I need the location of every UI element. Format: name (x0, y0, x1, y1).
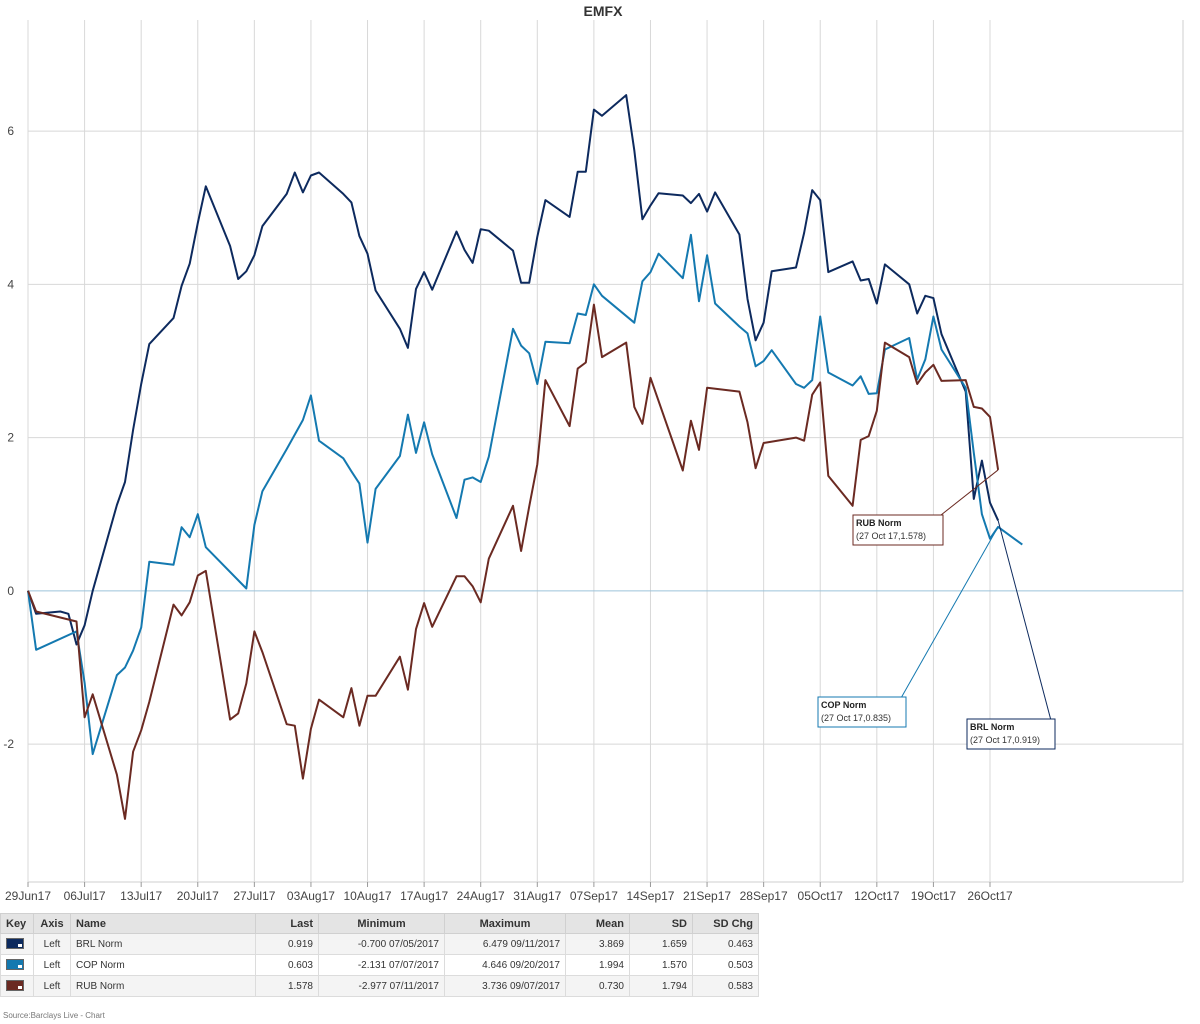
rub-norm-callout-box (852, 514, 944, 546)
cop-norm-callout-value: (27 Oct 17,0.835) (821, 713, 891, 723)
x-tick-label: 29Jun17 (5, 889, 51, 903)
table-header-row: Key Axis Name Last Minimum Maximum Mean … (0, 913, 759, 934)
source-note: Source:Barclays Live - Chart (3, 1011, 105, 1020)
last-cell: 0.603 (255, 954, 319, 976)
x-tick-label: 20Jul17 (177, 889, 219, 903)
axis-cell: Left (33, 933, 71, 955)
x-tick-label: 27Jul17 (233, 889, 275, 903)
chart-title: EMFX (584, 3, 624, 19)
x-tick-label: 07Sep17 (570, 889, 618, 903)
axis-cell: Left (33, 954, 71, 976)
brl-norm-callout-line (997, 520, 1052, 720)
axis-cell: Left (33, 975, 71, 997)
series-color-swatch[interactable] (6, 959, 24, 971)
table-row: Left COP Norm 0.603 -2.131 07/07/2017 4.… (0, 954, 759, 976)
maximum-cell: 6.479 09/11/2017 (444, 933, 566, 955)
col-header-last: Last (255, 913, 319, 934)
x-tick-label: 31Aug17 (513, 889, 561, 903)
cop-norm-callout-line (901, 526, 999, 698)
sd-chg-cell: 0.463 (692, 933, 759, 955)
brl-norm-callout-value: (27 Oct 17,0.919) (970, 735, 1040, 745)
rub-norm-line (27, 303, 1000, 820)
sd-cell: 1.570 (629, 954, 693, 976)
name-cell: RUB Norm (70, 975, 256, 997)
rub-norm-callout-value: (27 Oct 17,1.578) (856, 531, 926, 541)
cop-norm-callout-title: COP Norm (821, 700, 866, 710)
cop-norm-line (27, 233, 1023, 756)
table-row: Left RUB Norm 1.578 -2.977 07/11/2017 3.… (0, 975, 759, 997)
rub-norm-callout-title: RUB Norm (856, 518, 902, 528)
series-color-swatch[interactable] (6, 980, 24, 992)
x-tick-label: 13Jul17 (120, 889, 162, 903)
x-tick-label: 17Aug17 (400, 889, 448, 903)
col-header-sd: SD (629, 913, 693, 934)
axes: 29Jun17 06Jul17 13Jul17 20Jul17 27Jul17 03Aug… (3, 124, 1013, 903)
brl-norm-callout-box (966, 718, 1056, 750)
mean-cell: 0.730 (565, 975, 630, 997)
sd-chg-cell: 0.503 (692, 954, 759, 976)
annotations: RUB Norm (27 Oct 17,1.578) COP Norm (27 Oct… (817, 469, 1056, 750)
col-header-name: Name (70, 913, 256, 934)
sd-cell: 1.794 (629, 975, 693, 997)
mean-cell: 3.869 (565, 933, 630, 955)
col-header-mean: Mean (565, 913, 630, 934)
x-tick-label: 24Aug17 (457, 889, 505, 903)
minimum-cell: -0.700 07/05/2017 (318, 933, 445, 955)
last-cell: 1.578 (255, 975, 319, 997)
mean-cell: 1.994 (565, 954, 630, 976)
series-color-swatch[interactable] (6, 938, 24, 950)
key-cell (0, 975, 34, 997)
maximum-cell: 4.646 09/20/2017 (444, 954, 566, 976)
x-tick-label: 06Jul17 (64, 889, 106, 903)
emfx-line-chart: EMFX 29Jun17 06Jul17 13Jul17 20Jul17 27Jul17… (3, 3, 1184, 903)
series-lines (27, 94, 1023, 820)
col-header-minimum: Minimum (318, 913, 445, 934)
x-tick-label: 19Oct17 (911, 889, 957, 903)
key-cell (0, 954, 34, 976)
table-row: Left BRL Norm 0.919 -0.700 07/05/2017 6.… (0, 933, 759, 955)
x-tick-label: 14Sep17 (626, 889, 674, 903)
x-tick-label: 03Aug17 (287, 889, 335, 903)
x-tick-label: 26Oct17 (967, 889, 1013, 903)
sd-chg-cell: 0.583 (692, 975, 759, 997)
minimum-cell: -2.977 07/11/2017 (318, 975, 445, 997)
y-tick-label: 2 (7, 431, 14, 445)
x-tick-label: 12Oct17 (854, 889, 900, 903)
cop-norm-callout-box (817, 696, 907, 728)
sd-cell: 1.659 (629, 933, 693, 955)
x-tick-label: 05Oct17 (798, 889, 844, 903)
last-cell: 0.919 (255, 933, 319, 955)
col-header-maximum: Maximum (444, 913, 566, 934)
col-header-key: Key (0, 913, 34, 934)
maximum-cell: 3.736 09/07/2017 (444, 975, 566, 997)
rub-norm-callout-line (940, 469, 999, 516)
name-cell: COP Norm (70, 954, 256, 976)
x-tick-label: 21Sep17 (683, 889, 731, 903)
y-tick-label: -2 (3, 737, 14, 751)
col-header-axis: Axis (33, 913, 71, 934)
x-tick-label: 10Aug17 (344, 889, 392, 903)
grid (27, 20, 1184, 883)
minimum-cell: -2.131 07/07/2017 (318, 954, 445, 976)
y-tick-label: 0 (7, 584, 14, 598)
name-cell: BRL Norm (70, 933, 256, 955)
col-header-sd-chg: SD Chg (692, 913, 759, 934)
brl-norm-line (27, 94, 1000, 646)
brl-norm-callout-title: BRL Norm (970, 722, 1014, 732)
x-tick-label: 28Sep17 (740, 889, 788, 903)
y-tick-label: 4 (7, 277, 14, 291)
statistics-table: Key Axis Name Last Minimum Maximum Mean … (0, 913, 759, 997)
y-tick-label: 6 (7, 124, 14, 138)
key-cell (0, 933, 34, 955)
